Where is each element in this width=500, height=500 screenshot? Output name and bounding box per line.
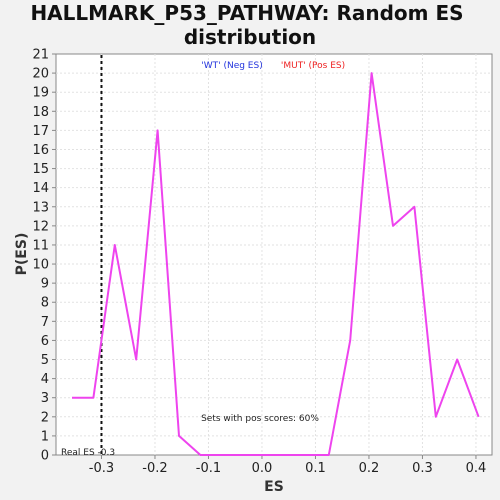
y-tick-label: 17 (32, 124, 49, 139)
y-tick-label: 19 (32, 86, 49, 101)
es-distribution-line (72, 72, 480, 456)
legend-entry-mut: 'MUT' (Pos ES) (281, 61, 345, 71)
y-tick-label: 8 (41, 296, 49, 311)
x-tick-label: 0.3 (412, 461, 433, 476)
x-tick-label: 0.1 (305, 461, 326, 476)
x-axis-ticks: -0.3 -0.2 -0.1 0.0 0.1 0.2 0.3 0.4 (89, 455, 487, 476)
y-tick-label: 1 (41, 429, 49, 444)
y-tick-label: 16 (32, 143, 49, 158)
pos-scores-annotation: Sets with pos scores: 60% (201, 414, 319, 424)
x-tick-label: -0.1 (196, 461, 221, 476)
legend-entry-wt: 'WT' (Neg ES) (201, 61, 262, 71)
y-tick-label: 3 (41, 391, 49, 406)
y-tick-label: 6 (41, 334, 49, 349)
chart-title-line-2: distribution (184, 25, 316, 49)
y-tick-label: 20 (32, 67, 49, 82)
x-tick-label: 0.0 (252, 461, 273, 476)
y-tick-label: 2 (41, 410, 49, 425)
y-tick-label: 7 (41, 315, 49, 330)
y-tick-label: 12 (32, 219, 49, 234)
x-tick-label: -0.2 (142, 461, 167, 476)
real-es-label: Real ES -0.3 (61, 448, 115, 458)
y-tick-label: 18 (32, 105, 49, 120)
x-tick-label: 0.4 (466, 461, 487, 476)
x-axis-label: ES (264, 479, 284, 495)
chart-title-line-1: HALLMARK_P53_PATHWAY: Random ES (30, 1, 463, 25)
y-tick-label: 0 (41, 449, 49, 464)
y-tick-label: 4 (41, 372, 49, 387)
y-tick-label: 10 (32, 258, 49, 273)
y-tick-label: 9 (41, 277, 49, 292)
x-tick-label: 0.2 (359, 461, 380, 476)
x-tick-label: -0.3 (89, 461, 114, 476)
y-tick-label: 15 (32, 162, 49, 177)
y-axis-label: P(ES) (14, 233, 30, 276)
y-tick-label: 5 (41, 353, 49, 368)
y-tick-label: 21 (32, 48, 49, 63)
y-tick-label: 14 (32, 181, 49, 196)
y-tick-label: 13 (32, 200, 49, 215)
plot-area (55, 53, 493, 456)
y-tick-label: 11 (32, 238, 49, 253)
